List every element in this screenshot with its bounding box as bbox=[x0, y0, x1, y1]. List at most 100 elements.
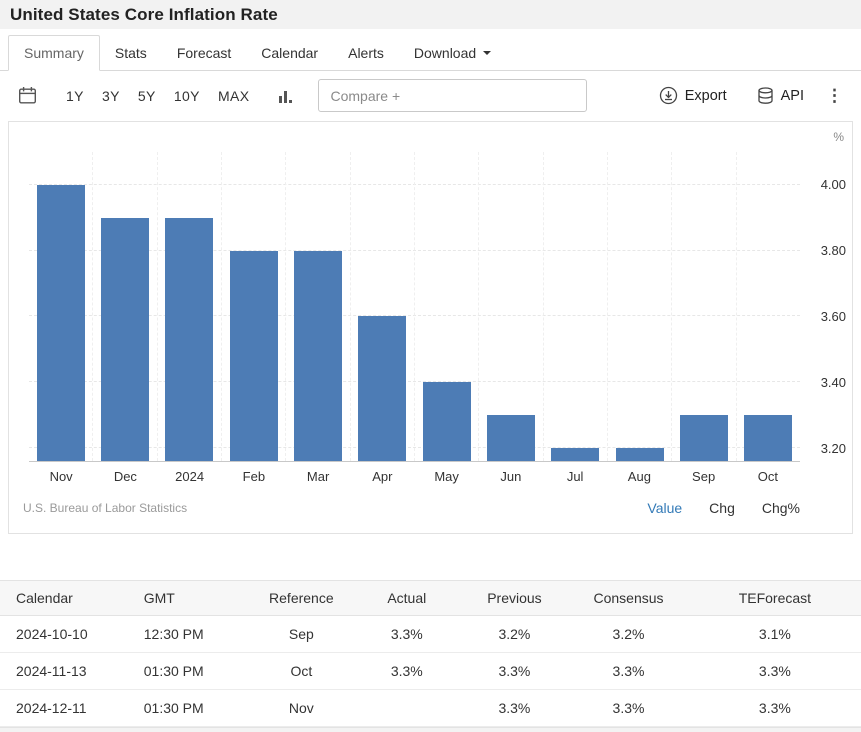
bar-column bbox=[479, 152, 543, 461]
bar-jun[interactable] bbox=[487, 415, 535, 461]
bar-column bbox=[737, 152, 800, 461]
x-axis-label: Dec bbox=[93, 469, 157, 484]
column-header-actual: Actual bbox=[353, 581, 461, 616]
bar-mar[interactable] bbox=[294, 251, 342, 461]
bar-column bbox=[608, 152, 672, 461]
export-button[interactable]: Export bbox=[651, 80, 735, 111]
table-cell: 12:30 PM bbox=[138, 616, 250, 653]
spacer bbox=[0, 534, 861, 580]
y-axis-tick-label: 3.80 bbox=[802, 243, 846, 259]
bar-column bbox=[93, 152, 157, 461]
table-row[interactable]: 2024-10-1012:30 PMSep3.3%3.2%3.2%3.1% bbox=[0, 616, 861, 653]
compare-input[interactable] bbox=[318, 79, 587, 112]
x-axis-label: Nov bbox=[29, 469, 93, 484]
range-10y-button[interactable]: 10Y bbox=[165, 81, 209, 111]
y-axis-tick-label: 3.40 bbox=[802, 375, 846, 391]
x-axis-label: Oct bbox=[736, 469, 800, 484]
range-5y-button[interactable]: 5Y bbox=[129, 81, 165, 111]
bars-row bbox=[29, 152, 800, 461]
bar-nov[interactable] bbox=[37, 185, 85, 461]
bar-2024[interactable] bbox=[165, 218, 213, 461]
bar-may[interactable] bbox=[423, 382, 471, 461]
tab-calendar[interactable]: Calendar bbox=[246, 35, 333, 70]
y-axis-tick-label: 4.00 bbox=[802, 177, 846, 193]
next-section-cutoff bbox=[0, 727, 861, 732]
chart-type-button[interactable] bbox=[274, 84, 298, 108]
table-cell: 2024-10-10 bbox=[0, 616, 138, 653]
table-cell: 3.3% bbox=[568, 653, 689, 690]
mode-chg-button[interactable]: Chg bbox=[709, 500, 735, 516]
bar-jul[interactable] bbox=[551, 448, 599, 461]
table-cell: 3.3% bbox=[353, 653, 461, 690]
mode-chgpct-button[interactable]: Chg% bbox=[762, 500, 800, 516]
export-icon bbox=[659, 86, 678, 105]
table-cell: 3.3% bbox=[461, 690, 569, 727]
bar-column bbox=[158, 152, 222, 461]
calendar-table-body: 2024-10-1012:30 PMSep3.3%3.2%3.2%3.1%202… bbox=[0, 616, 861, 727]
bar-sep[interactable] bbox=[680, 415, 728, 461]
bar-column bbox=[672, 152, 736, 461]
api-icon bbox=[757, 87, 774, 105]
chart-panel: % 3.203.403.603.804.00 NovDec2024FebMarA… bbox=[8, 121, 853, 534]
kebab-menu-button[interactable]: ⋮ bbox=[812, 82, 849, 110]
table-cell: 01:30 PM bbox=[138, 653, 250, 690]
x-axis-label: Mar bbox=[286, 469, 350, 484]
table-cell: 01:30 PM bbox=[138, 690, 250, 727]
source-attribution: U.S. Bureau of Labor Statistics bbox=[23, 501, 187, 515]
table-cell: 3.2% bbox=[461, 616, 569, 653]
y-axis-labels: 3.20 3.40 3.60 3.80 4.00 bbox=[802, 152, 846, 462]
column-header-consensus: Consensus bbox=[568, 581, 689, 616]
x-axis-labels: NovDec2024FebMarAprMayJunJulAugSepOct bbox=[29, 462, 800, 484]
x-axis-label: Sep bbox=[672, 469, 736, 484]
column-header-calendar: Calendar bbox=[0, 581, 138, 616]
toolbar: 1Y3Y5Y10YMAX bbox=[0, 71, 861, 121]
bar-column bbox=[29, 152, 93, 461]
title-bar: United States Core Inflation Rate bbox=[0, 0, 861, 29]
table-cell: 2024-11-13 bbox=[0, 653, 138, 690]
range-1y-button[interactable]: 1Y bbox=[57, 81, 93, 111]
calendar-table-head: CalendarGMTReferenceActualPreviousConsen… bbox=[0, 581, 861, 616]
tab-summary[interactable]: Summary bbox=[8, 35, 100, 71]
bar-apr[interactable] bbox=[358, 316, 406, 461]
page: United States Core Inflation Rate Summar… bbox=[0, 0, 861, 732]
mode-value-button[interactable]: Value bbox=[647, 500, 682, 516]
table-cell: 3.3% bbox=[353, 616, 461, 653]
table-cell: Oct bbox=[250, 653, 353, 690]
table-cell: 3.3% bbox=[461, 653, 569, 690]
table-cell: 3.3% bbox=[689, 690, 861, 727]
api-label: API bbox=[781, 88, 804, 104]
x-axis-label: 2024 bbox=[158, 469, 222, 484]
date-range-calendar-button[interactable] bbox=[14, 82, 41, 109]
table-cell: 2024-12-11 bbox=[0, 690, 138, 727]
table-cell bbox=[353, 690, 461, 727]
y-axis-tick-label: 3.20 bbox=[802, 441, 846, 457]
bar-aug[interactable] bbox=[616, 448, 664, 461]
bar-dec[interactable] bbox=[101, 218, 149, 461]
bar-column bbox=[415, 152, 479, 461]
tab-download[interactable]: Download bbox=[399, 35, 506, 70]
tab-forecast[interactable]: Forecast bbox=[162, 35, 246, 70]
table-row[interactable]: 2024-11-1301:30 PMOct3.3%3.3%3.3%3.3% bbox=[0, 653, 861, 690]
x-axis-label: Jul bbox=[543, 469, 607, 484]
table-cell: 3.3% bbox=[568, 690, 689, 727]
y-axis-tick-label: 3.60 bbox=[802, 309, 846, 325]
bar-feb[interactable] bbox=[230, 251, 278, 461]
bar-column bbox=[222, 152, 286, 461]
column-header-teforecast: TEForecast bbox=[689, 581, 861, 616]
export-label: Export bbox=[685, 88, 727, 104]
tab-stats[interactable]: Stats bbox=[100, 35, 162, 70]
table-cell: 3.1% bbox=[689, 616, 861, 653]
bar-column bbox=[286, 152, 350, 461]
chart-plot bbox=[29, 152, 800, 462]
bar-oct[interactable] bbox=[744, 415, 792, 461]
chart-inner bbox=[9, 122, 852, 462]
chart-footer: U.S. Bureau of Labor Statistics Value Chg… bbox=[9, 484, 852, 533]
x-axis-label: May bbox=[415, 469, 479, 484]
table-cell: 3.2% bbox=[568, 616, 689, 653]
range-3y-button[interactable]: 3Y bbox=[93, 81, 129, 111]
table-row[interactable]: 2024-12-1101:30 PMNov3.3%3.3%3.3% bbox=[0, 690, 861, 727]
tab-alerts[interactable]: Alerts bbox=[333, 35, 399, 70]
range-max-button[interactable]: MAX bbox=[209, 81, 259, 111]
api-button[interactable]: API bbox=[749, 81, 812, 111]
column-header-reference: Reference bbox=[250, 581, 353, 616]
